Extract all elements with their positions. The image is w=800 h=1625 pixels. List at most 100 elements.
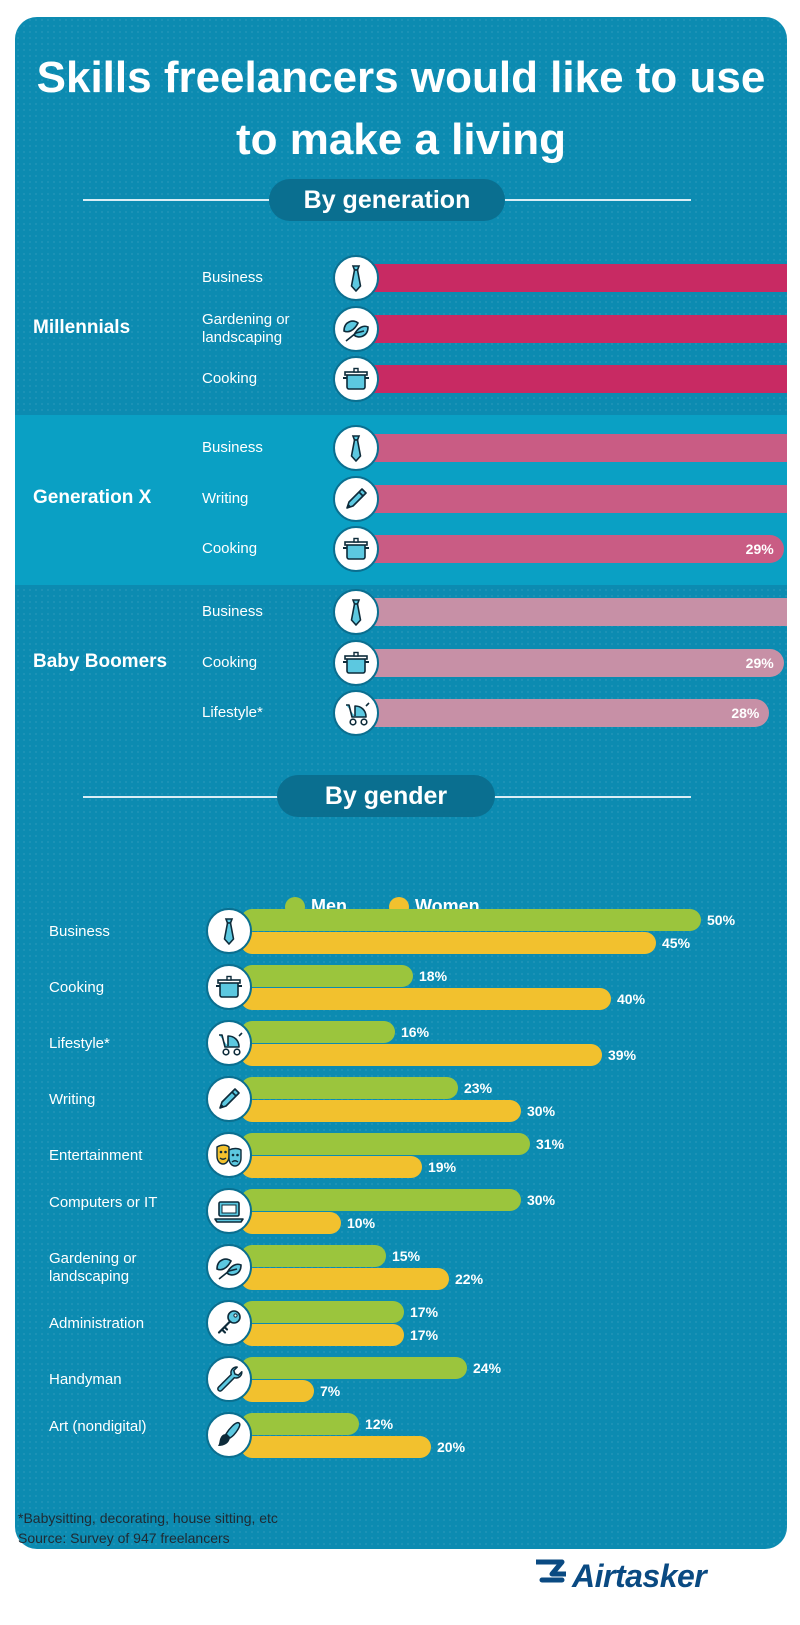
generation-skill-label: Business: [202, 439, 263, 456]
pencil-icon: [206, 1076, 252, 1122]
gender-bar-men-value: 17%: [410, 1304, 439, 1320]
gender-bar-women: [241, 1380, 314, 1402]
gender-skill-label: Cooking: [49, 979, 105, 996]
section-heading-generation: By generation: [269, 179, 505, 221]
gender-bar-men-value: 50%: [707, 912, 736, 928]
generation-bar-value: 46%: [355, 264, 787, 292]
airtasker-logo: Airtasker: [532, 1556, 707, 1596]
gender-bar-women-value: 20%: [437, 1439, 466, 1455]
tie-icon: [333, 425, 379, 471]
gender-skill-label: Handyman: [49, 1371, 122, 1388]
gender-skill-label: Entertainment: [49, 1147, 143, 1164]
gender-bar-men: [241, 909, 701, 931]
generation-skill-label: Lifestyle*: [202, 704, 263, 721]
gender-bar-women-value: 22%: [455, 1271, 484, 1287]
gender-bar-men-value: 23%: [464, 1080, 493, 1096]
generation-bar: [355, 365, 787, 393]
generation-bar: [355, 434, 787, 462]
generation-bar: [355, 315, 787, 343]
brand-name: Airtasker: [572, 1558, 707, 1594]
generation-bar: [355, 699, 770, 727]
pot-icon: [206, 964, 252, 1010]
gender-bar-men-value: 30%: [527, 1192, 556, 1208]
gender-bar-women: [241, 1044, 602, 1066]
stroller-icon: [206, 1020, 252, 1066]
generation-bar: [355, 649, 784, 677]
gender-bar-men-value: 15%: [392, 1248, 421, 1264]
gender-bar-women-value: 30%: [527, 1103, 556, 1119]
gender-bar-women-value: 10%: [347, 1215, 376, 1231]
generation-skill-label: Business: [202, 603, 263, 620]
page-title: Skills freelancers would like to use to …: [36, 53, 766, 164]
airtasker-logo-mark: [536, 1559, 566, 1583]
generation-bar: [355, 535, 784, 563]
gender-bar-men: [241, 1357, 467, 1379]
section-heading-gender: By gender: [277, 775, 495, 817]
gender-bar-men-value: 16%: [401, 1024, 430, 1040]
gender-bar-women: [241, 1212, 341, 1234]
infographic-card: Skills freelancers would like to use to …: [15, 17, 787, 1549]
gender-bar-men: [241, 1077, 458, 1099]
tie-icon: [333, 589, 379, 635]
generation-bar-value: 29%: [745, 541, 774, 557]
generation-skill-label: Cooking: [202, 540, 258, 557]
pot-icon: [333, 356, 379, 402]
generation-bar: [355, 598, 787, 626]
gender-skill-label: Administration: [49, 1315, 145, 1332]
gender-bar-men: [241, 1133, 530, 1155]
generation-group-label: Generation X: [33, 487, 152, 508]
gender-bar-men: [241, 1245, 386, 1267]
tie-icon: [206, 908, 252, 954]
generation-bar-value: 39%: [355, 434, 787, 462]
laptop-icon: [206, 1188, 252, 1234]
gender-bar-women-value: 45%: [662, 935, 691, 951]
gender-bar-women: [241, 1100, 521, 1122]
gender-bar-women: [241, 1324, 404, 1346]
generation-bar-value: 28%: [731, 705, 760, 721]
gender-bar-men-value: 12%: [365, 1416, 394, 1432]
footnote-asterisk: *Babysitting, decorating, house sitting,…: [18, 1510, 278, 1526]
wrench-icon: [206, 1356, 252, 1402]
gender-bar-men-value: 24%: [473, 1360, 502, 1376]
pot-icon: [333, 526, 379, 572]
generation-group-label: Baby Boomers: [33, 651, 168, 672]
footnote-source: Source: Survey of 947 freelancers: [18, 1530, 230, 1546]
paintbrush-icon: [206, 1412, 252, 1458]
tie-icon: [333, 255, 379, 301]
gender-skill-label: Gardening or landscaping: [49, 1250, 137, 1285]
gender-skill-label: Lifestyle*: [49, 1035, 110, 1052]
generation-bar-value: 50%: [355, 598, 787, 626]
gender-bar-women-value: 40%: [617, 991, 646, 1007]
gender-bar-women-value: 39%: [608, 1047, 637, 1063]
gender-skill-label: Computers or IT: [49, 1194, 158, 1211]
generation-bar-value: 33%: [355, 365, 787, 393]
stroller-icon: [333, 690, 379, 736]
generation-bar: [355, 264, 787, 292]
generation-skill-label: Gardening or landscaping: [202, 311, 290, 346]
pot-icon: [333, 640, 379, 686]
gender-bar-women-value: 17%: [410, 1327, 439, 1343]
key-icon: [206, 1300, 252, 1346]
gender-bar-women: [241, 932, 656, 954]
gender-bar-men: [241, 965, 413, 987]
leaf-icon: [333, 306, 379, 352]
generation-bar: [355, 485, 787, 513]
generation-bar-value: 35%: [355, 315, 787, 343]
generation-skill-label: Cooking: [202, 370, 258, 387]
pencil-icon: [333, 476, 379, 522]
generation-bar-value: 29%: [745, 655, 774, 671]
gender-skill-label: Business: [49, 923, 110, 940]
gender-bar-women: [241, 1268, 449, 1290]
gender-bar-men-value: 18%: [419, 968, 448, 984]
gender-bar-men: [241, 1413, 359, 1435]
theater-masks-icon: [206, 1132, 252, 1178]
generation-bar-value: 32%: [355, 485, 787, 513]
gender-skill-label: Art (nondigital): [49, 1418, 147, 1435]
gender-bar-men: [241, 1189, 521, 1211]
gender-bar-women-value: 7%: [320, 1383, 341, 1399]
gender-bar-men-value: 31%: [536, 1136, 565, 1152]
generation-skill-label: Writing: [202, 490, 249, 507]
gender-bar-men: [241, 1021, 395, 1043]
generation-skill-label: Business: [202, 269, 263, 286]
gender-bar-women: [241, 988, 611, 1010]
